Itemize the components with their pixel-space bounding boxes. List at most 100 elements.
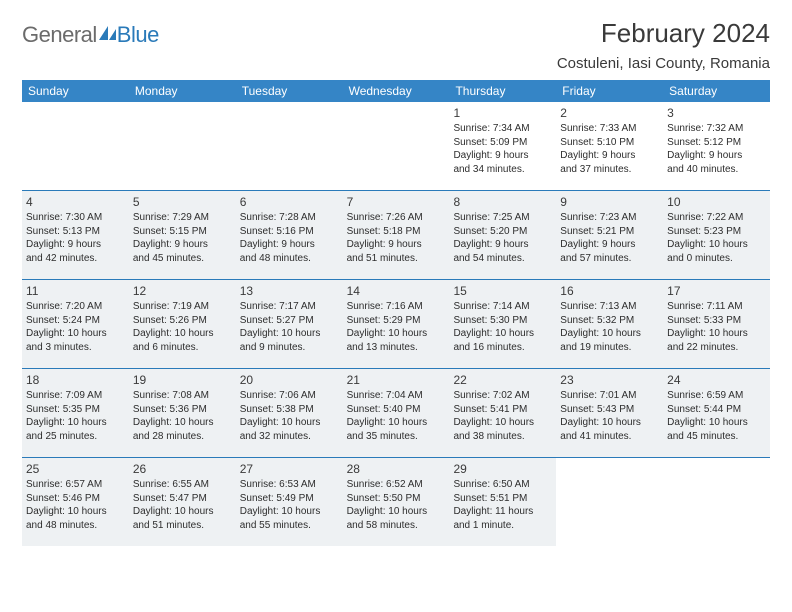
day-day1: Daylight: 10 hours xyxy=(667,416,766,430)
day-number: 28 xyxy=(347,461,446,477)
day-day2: and 3 minutes. xyxy=(26,341,125,355)
day-day2: and 35 minutes. xyxy=(347,430,446,444)
day-number: 8 xyxy=(453,194,552,210)
logo: General Blue xyxy=(22,18,159,48)
day-day2: and 42 minutes. xyxy=(26,252,125,266)
day-day2: and 19 minutes. xyxy=(560,341,659,355)
day-cell: 24Sunrise: 6:59 AMSunset: 5:44 PMDayligh… xyxy=(663,369,770,457)
day-day1: Daylight: 9 hours xyxy=(240,238,339,252)
day-sunset: Sunset: 5:12 PM xyxy=(667,136,766,150)
day-sunrise: Sunrise: 7:25 AM xyxy=(453,211,552,225)
day-cell: 7Sunrise: 7:26 AMSunset: 5:18 PMDaylight… xyxy=(343,191,450,279)
day-sunrise: Sunrise: 7:09 AM xyxy=(26,389,125,403)
day-cell: 8Sunrise: 7:25 AMSunset: 5:20 PMDaylight… xyxy=(449,191,556,279)
day-sunset: Sunset: 5:41 PM xyxy=(453,403,552,417)
day-sunrise: Sunrise: 7:13 AM xyxy=(560,300,659,314)
day-sunrise: Sunrise: 7:32 AM xyxy=(667,122,766,136)
day-cell: 20Sunrise: 7:06 AMSunset: 5:38 PMDayligh… xyxy=(236,369,343,457)
day-cell: 2Sunrise: 7:33 AMSunset: 5:10 PMDaylight… xyxy=(556,102,663,190)
day-day1: Daylight: 9 hours xyxy=(347,238,446,252)
day-day2: and 25 minutes. xyxy=(26,430,125,444)
calendar-page: GeneralBlue February 2024 Costuleni, Ias… xyxy=(0,0,792,546)
day-sunset: Sunset: 5:10 PM xyxy=(560,136,659,150)
week-row: 1Sunrise: 7:34 AMSunset: 5:09 PMDaylight… xyxy=(22,102,770,190)
day-day2: and 55 minutes. xyxy=(240,519,339,533)
day-sunset: Sunset: 5:13 PM xyxy=(26,225,125,239)
day-day1: Daylight: 10 hours xyxy=(26,416,125,430)
day-sunrise: Sunrise: 7:30 AM xyxy=(26,211,125,225)
day-number: 18 xyxy=(26,372,125,388)
day-day1: Daylight: 10 hours xyxy=(240,327,339,341)
day-header-monday: Monday xyxy=(129,80,236,102)
day-cell: 21Sunrise: 7:04 AMSunset: 5:40 PMDayligh… xyxy=(343,369,450,457)
day-day2: and 1 minute. xyxy=(453,519,552,533)
day-cell: 15Sunrise: 7:14 AMSunset: 5:30 PMDayligh… xyxy=(449,280,556,368)
day-sunset: Sunset: 5:09 PM xyxy=(453,136,552,150)
day-sunrise: Sunrise: 7:20 AM xyxy=(26,300,125,314)
day-sunset: Sunset: 5:23 PM xyxy=(667,225,766,239)
day-day2: and 51 minutes. xyxy=(347,252,446,266)
day-sunset: Sunset: 5:16 PM xyxy=(240,225,339,239)
day-number: 22 xyxy=(453,372,552,388)
day-day1: Daylight: 10 hours xyxy=(133,416,232,430)
day-day2: and 51 minutes. xyxy=(133,519,232,533)
day-sunrise: Sunrise: 7:02 AM xyxy=(453,389,552,403)
day-header-friday: Friday xyxy=(556,80,663,102)
day-sunrise: Sunrise: 6:55 AM xyxy=(133,478,232,492)
day-header-tuesday: Tuesday xyxy=(236,80,343,102)
day-sunset: Sunset: 5:30 PM xyxy=(453,314,552,328)
day-cell: 12Sunrise: 7:19 AMSunset: 5:26 PMDayligh… xyxy=(129,280,236,368)
header: GeneralBlue February 2024 Costuleni, Ias… xyxy=(22,18,770,72)
day-cell-empty xyxy=(663,458,770,546)
day-day2: and 41 minutes. xyxy=(560,430,659,444)
day-header-wednesday: Wednesday xyxy=(343,80,450,102)
day-day1: Daylight: 9 hours xyxy=(133,238,232,252)
logo-text-a: General xyxy=(22,22,97,48)
day-number: 27 xyxy=(240,461,339,477)
day-cell: 23Sunrise: 7:01 AMSunset: 5:43 PMDayligh… xyxy=(556,369,663,457)
day-day2: and 45 minutes. xyxy=(133,252,232,266)
day-day2: and 40 minutes. xyxy=(667,163,766,177)
day-day1: Daylight: 10 hours xyxy=(667,327,766,341)
day-cell: 16Sunrise: 7:13 AMSunset: 5:32 PMDayligh… xyxy=(556,280,663,368)
day-cell: 9Sunrise: 7:23 AMSunset: 5:21 PMDaylight… xyxy=(556,191,663,279)
day-sunset: Sunset: 5:40 PM xyxy=(347,403,446,417)
day-day1: Daylight: 9 hours xyxy=(667,149,766,163)
day-day1: Daylight: 10 hours xyxy=(667,238,766,252)
day-sunset: Sunset: 5:46 PM xyxy=(26,492,125,506)
day-cell: 1Sunrise: 7:34 AMSunset: 5:09 PMDaylight… xyxy=(449,102,556,190)
day-day2: and 0 minutes. xyxy=(667,252,766,266)
day-cell: 18Sunrise: 7:09 AMSunset: 5:35 PMDayligh… xyxy=(22,369,129,457)
day-cell-empty xyxy=(236,102,343,190)
day-day2: and 48 minutes. xyxy=(240,252,339,266)
day-sunset: Sunset: 5:43 PM xyxy=(560,403,659,417)
day-sunrise: Sunrise: 7:17 AM xyxy=(240,300,339,314)
day-day1: Daylight: 10 hours xyxy=(240,505,339,519)
day-day2: and 54 minutes. xyxy=(453,252,552,266)
day-number: 1 xyxy=(453,105,552,121)
week-row: 18Sunrise: 7:09 AMSunset: 5:35 PMDayligh… xyxy=(22,368,770,457)
day-day2: and 16 minutes. xyxy=(453,341,552,355)
day-day1: Daylight: 10 hours xyxy=(26,505,125,519)
logo-sail-icon xyxy=(99,22,117,48)
logo-text-b: Blue xyxy=(117,22,159,48)
day-cell: 28Sunrise: 6:52 AMSunset: 5:50 PMDayligh… xyxy=(343,458,450,546)
day-cell: 6Sunrise: 7:28 AMSunset: 5:16 PMDaylight… xyxy=(236,191,343,279)
day-number: 6 xyxy=(240,194,339,210)
day-header-saturday: Saturday xyxy=(663,80,770,102)
day-day1: Daylight: 9 hours xyxy=(453,149,552,163)
day-sunrise: Sunrise: 6:50 AM xyxy=(453,478,552,492)
day-number: 10 xyxy=(667,194,766,210)
day-sunset: Sunset: 5:35 PM xyxy=(26,403,125,417)
day-day1: Daylight: 9 hours xyxy=(560,149,659,163)
day-number: 24 xyxy=(667,372,766,388)
day-sunrise: Sunrise: 6:53 AM xyxy=(240,478,339,492)
day-day1: Daylight: 9 hours xyxy=(560,238,659,252)
day-day1: Daylight: 10 hours xyxy=(347,505,446,519)
day-number: 11 xyxy=(26,283,125,299)
week-row: 11Sunrise: 7:20 AMSunset: 5:24 PMDayligh… xyxy=(22,279,770,368)
day-cell: 26Sunrise: 6:55 AMSunset: 5:47 PMDayligh… xyxy=(129,458,236,546)
day-number: 29 xyxy=(453,461,552,477)
day-number: 21 xyxy=(347,372,446,388)
day-cell: 27Sunrise: 6:53 AMSunset: 5:49 PMDayligh… xyxy=(236,458,343,546)
